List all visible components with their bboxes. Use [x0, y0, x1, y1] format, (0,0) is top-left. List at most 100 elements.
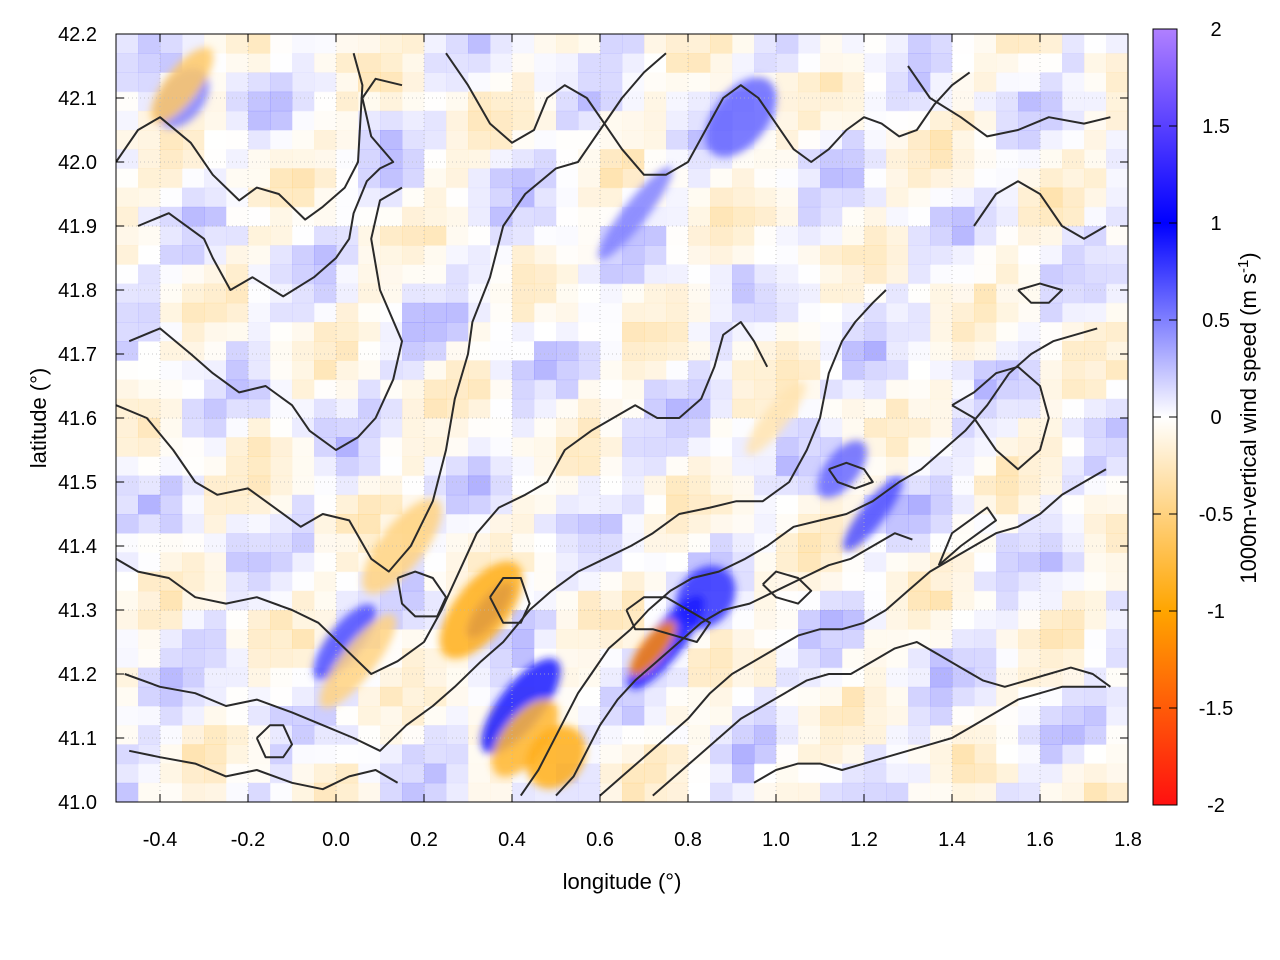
heatmap-cell	[798, 187, 821, 208]
heatmap-cell	[292, 475, 315, 496]
heatmap-cell	[666, 360, 689, 381]
heatmap-cell	[1018, 475, 1041, 496]
heatmap-cell	[820, 533, 843, 553]
heatmap-cell	[1018, 437, 1041, 457]
heatmap-cell	[534, 245, 557, 265]
heatmap-cell	[336, 264, 359, 285]
heatmap-cell	[754, 226, 777, 246]
colorbar-tick-label: 0	[1210, 407, 1221, 429]
heatmap-cell	[798, 648, 821, 669]
heatmap-cell	[402, 206, 425, 227]
heatmap-cell	[952, 744, 975, 765]
heatmap-cell	[270, 168, 293, 189]
orography-contour	[1017, 282, 1063, 304]
heatmap-cell	[1084, 322, 1107, 342]
heatmap-cell	[666, 379, 689, 400]
heatmap-cell	[622, 686, 645, 707]
heatmap-cell	[732, 686, 755, 707]
heatmap-cell	[116, 379, 139, 400]
heatmap-cell	[138, 494, 161, 515]
heatmap-cell	[402, 437, 425, 457]
heatmap-cell	[226, 782, 249, 802]
heatmap-cell	[974, 744, 997, 765]
heatmap-cell	[578, 341, 601, 361]
heatmap-cell	[182, 648, 205, 669]
heatmap-cell	[1106, 590, 1128, 611]
heatmap-cell	[556, 475, 579, 496]
heatmap-cell	[622, 398, 645, 419]
heatmap-cell	[1084, 437, 1107, 457]
heatmap-cell	[116, 302, 139, 323]
heatmap-cell	[292, 533, 315, 553]
heatmap-cell	[688, 302, 711, 323]
heatmap-cell	[930, 686, 953, 707]
heatmap-cell	[468, 187, 491, 208]
heatmap-cell	[358, 302, 381, 323]
heatmap-cell	[424, 667, 447, 688]
heatmap-cell	[138, 475, 161, 496]
heatmap-cell	[732, 667, 755, 688]
heatmap-cell	[380, 706, 403, 726]
heatmap-cell	[490, 53, 513, 73]
heatmap-cell	[1040, 91, 1063, 112]
heatmap-cell	[908, 418, 931, 438]
heatmap-cell	[776, 610, 799, 630]
orography-contour	[762, 570, 813, 605]
heatmap-cell	[578, 437, 601, 457]
heatmap-cell	[974, 168, 997, 189]
heatmap-cell	[820, 629, 843, 649]
wind-band	[481, 658, 561, 754]
heatmap-cell	[1106, 283, 1128, 304]
heatmap-cell	[182, 379, 205, 400]
heatmap-cell	[908, 437, 931, 457]
heatmap-cell	[402, 91, 425, 112]
heatmap-cell	[842, 53, 865, 73]
heatmap-cell	[424, 686, 447, 707]
heatmap-cell	[1040, 149, 1063, 169]
wind-band	[439, 561, 523, 659]
heatmap-cell	[226, 149, 249, 169]
heatmap-cell	[160, 533, 183, 553]
heatmap-cell	[908, 341, 931, 361]
heatmap-cell	[292, 379, 315, 400]
heatmap-cell	[622, 91, 645, 112]
y-tick-label: 41.5	[58, 472, 97, 494]
heatmap-cell	[490, 782, 513, 802]
heatmap-cell	[270, 418, 293, 438]
heatmap-cell	[732, 360, 755, 381]
heatmap-cell	[710, 187, 733, 208]
heatmap-cell	[930, 571, 953, 592]
heatmap-cell	[358, 763, 381, 784]
heatmap-cell	[248, 322, 271, 342]
heatmap-cell	[182, 437, 205, 457]
colorbar-label-superscript: -1	[1235, 260, 1252, 273]
heatmap-cell	[138, 552, 161, 573]
heatmap-cell	[1106, 264, 1128, 285]
heatmap-cell	[468, 398, 491, 419]
heatmap-cell	[1018, 110, 1041, 131]
heatmap-cell	[1018, 571, 1041, 592]
heatmap-cell	[600, 187, 623, 208]
orography-contour	[128, 749, 399, 791]
heatmap-cell	[820, 648, 843, 669]
heatmap-cell	[864, 725, 887, 745]
heatmap-cell	[1106, 648, 1128, 669]
heatmap-cell	[886, 552, 909, 573]
heatmap-cell	[754, 782, 777, 802]
heatmap-cell	[886, 245, 909, 265]
heatmap-cell	[182, 322, 205, 342]
heatmap-cell	[226, 322, 249, 342]
heatmap-cell	[732, 341, 755, 361]
heatmap-cell	[1018, 206, 1041, 227]
heatmap-cell	[820, 322, 843, 342]
heatmap-cell	[732, 514, 755, 534]
y-tick-label: 41.0	[58, 792, 97, 814]
heatmap-cell	[578, 418, 601, 438]
heatmap-cell	[402, 226, 425, 246]
heatmap-cell	[380, 206, 403, 227]
heatmap-cell	[710, 418, 733, 438]
heatmap-cell	[1084, 763, 1107, 784]
heatmap-cell	[754, 149, 777, 169]
heatmap-cell	[204, 533, 227, 553]
heatmap-cell	[1018, 91, 1041, 112]
